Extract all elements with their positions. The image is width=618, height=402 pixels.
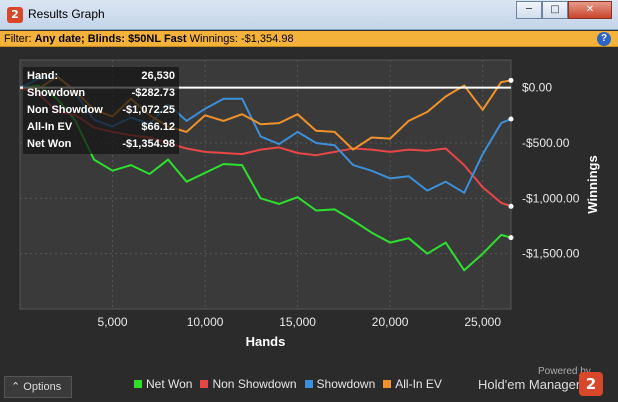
brand-name: Hold'em Manager	[478, 377, 581, 392]
x-tick-label: 15,000	[279, 315, 316, 329]
legend-swatch	[383, 380, 392, 388]
info-value: 26,530	[141, 70, 175, 82]
info-value: -$282.73	[131, 87, 175, 99]
legend-swatch	[304, 380, 313, 388]
info-label: Hand:	[27, 70, 59, 82]
chevron-up-icon: ⌃	[11, 381, 21, 393]
filter-prefix: Filter:	[4, 33, 32, 45]
y-axis-label: Winnings	[585, 155, 600, 213]
results-chart[interactable]: 5,000 10,000 15,000 20,000 25,000 $0.00 -$500.…	[0, 48, 618, 372]
series-endpoint	[508, 116, 514, 122]
info-row: Showdown -$282.73	[27, 85, 175, 102]
legend-item[interactable]: Net Won	[134, 377, 192, 391]
series-endpoint	[508, 235, 514, 241]
info-row: Hand: 26,530	[27, 68, 175, 85]
filter-bar[interactable]: Filter: Any date; Blinds: $50NL Fast Win…	[0, 31, 618, 47]
info-label: Non Showdow	[27, 104, 103, 116]
series-endpoint	[508, 203, 514, 209]
x-tick-label: 5,000	[98, 315, 128, 329]
info-row: Non Showdow -$1,072.25	[27, 102, 175, 119]
info-label: Net Won	[27, 138, 72, 150]
window-title: Results Graph	[28, 7, 105, 21]
bottom-bar: ⌃ Options Net Won Non Showdown Showdown All…	[0, 366, 618, 402]
title-bar: 2 Results Graph ─ □ ✕	[0, 0, 618, 30]
powered-by-label: Powered by	[538, 366, 591, 377]
y-tick-label: -$1,500.00	[522, 247, 580, 261]
legend-label: Showdown	[316, 377, 376, 391]
x-tick-label: 20,000	[372, 315, 409, 329]
help-icon[interactable]: ?	[597, 32, 611, 46]
series-endpoint	[508, 77, 514, 83]
legend: Net Won Non Showdown Showdown All-In EV	[134, 377, 442, 391]
y-tick-label: $0.00	[522, 81, 552, 95]
options-button[interactable]: ⌃ Options	[4, 376, 72, 398]
minimize-button[interactable]: ─	[516, 1, 542, 19]
info-value: -$1,072.25	[122, 104, 175, 116]
info-value: -$1,354.98	[122, 138, 175, 150]
info-value: $66.12	[141, 121, 175, 133]
filter-text: Any date; Blinds: $50NL Fast	[34, 33, 187, 45]
legend-item[interactable]: All-In EV	[383, 377, 442, 391]
y-tick-label: -$1,000.00	[522, 191, 580, 205]
window-controls: ─ □ ✕	[516, 1, 612, 19]
legend-item[interactable]: Non Showdown	[200, 377, 297, 391]
legend-label: Non Showdown	[212, 377, 297, 391]
app-logo-icon: 2	[7, 7, 23, 23]
filter-winnings: Winnings: -$1,354.98	[189, 33, 294, 45]
y-tick-label: -$500.00	[522, 136, 570, 150]
x-axis-label: Hands	[246, 334, 286, 349]
legend-swatch	[134, 380, 142, 388]
series-line	[19, 84, 512, 272]
legend-label: All-In EV	[395, 377, 442, 391]
info-label: Showdown	[27, 87, 86, 99]
info-row: All-In EV $66.12	[27, 119, 175, 136]
maximize-button[interactable]: □	[542, 1, 568, 19]
legend-swatch	[200, 380, 209, 388]
options-label: Options	[23, 381, 62, 393]
x-tick-label: 10,000	[187, 315, 224, 329]
info-label: All-In EV	[27, 121, 73, 133]
legend-item[interactable]: Showdown	[304, 377, 376, 391]
hand-info-overlay: Hand: 26,530 Showdown -$282.73 Non Showdow -$…	[23, 67, 179, 154]
x-tick-label: 25,000	[464, 315, 501, 329]
legend-label: Net Won	[146, 377, 193, 391]
close-button[interactable]: ✕	[568, 1, 612, 19]
info-row: Net Won -$1,354.98	[27, 136, 175, 153]
brand-logo-icon: 2	[579, 372, 603, 396]
